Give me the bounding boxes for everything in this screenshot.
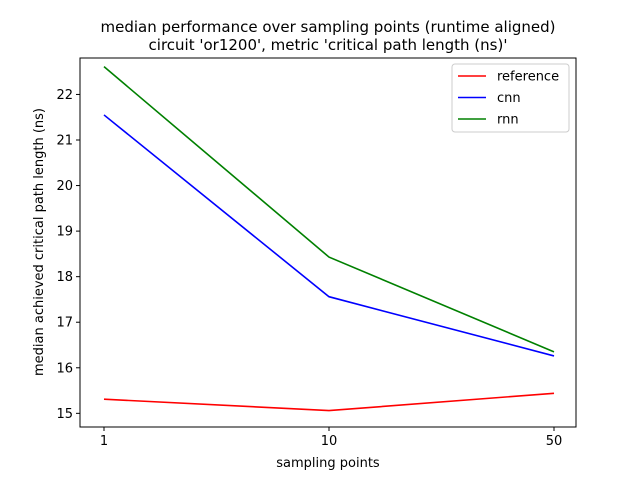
series-layer	[103, 66, 555, 412]
chart-title-line2: circuit 'or1200', metric 'critical path …	[149, 36, 508, 54]
x-tick-label: 1	[100, 434, 108, 449]
x-tick-label: 50	[546, 434, 563, 449]
x-axis-ticks: 1 10 50	[100, 427, 562, 449]
legend-label-rnn: rnn	[497, 113, 519, 128]
series-line-cnn	[103, 114, 555, 357]
legend-label-cnn: cnn	[497, 91, 521, 106]
chart-title-line1: median performance over sampling points …	[100, 18, 555, 36]
y-tick-label: 22	[56, 88, 73, 103]
y-axis-label: median achieved critical path length (ns…	[32, 108, 47, 376]
legend: reference cnn rnn	[451, 63, 570, 133]
series-line-reference	[103, 392, 555, 412]
y-axis-ticks: 15 16 17 18 19 20 21 22	[56, 88, 80, 422]
x-axis-label: sampling points	[276, 456, 380, 471]
y-tick-label: 15	[56, 407, 73, 422]
y-tick-label: 16	[56, 361, 73, 376]
y-tick-label: 21	[56, 134, 73, 149]
y-tick-label: 17	[56, 316, 73, 331]
y-tick-label: 19	[56, 225, 73, 240]
y-tick-label: 18	[56, 270, 73, 285]
plot-area-frame	[79, 57, 577, 428]
legend-label-reference: reference	[497, 70, 559, 85]
y-tick-label: 20	[56, 179, 73, 194]
legend-box	[451, 63, 570, 133]
x-tick-label: 10	[321, 434, 338, 449]
